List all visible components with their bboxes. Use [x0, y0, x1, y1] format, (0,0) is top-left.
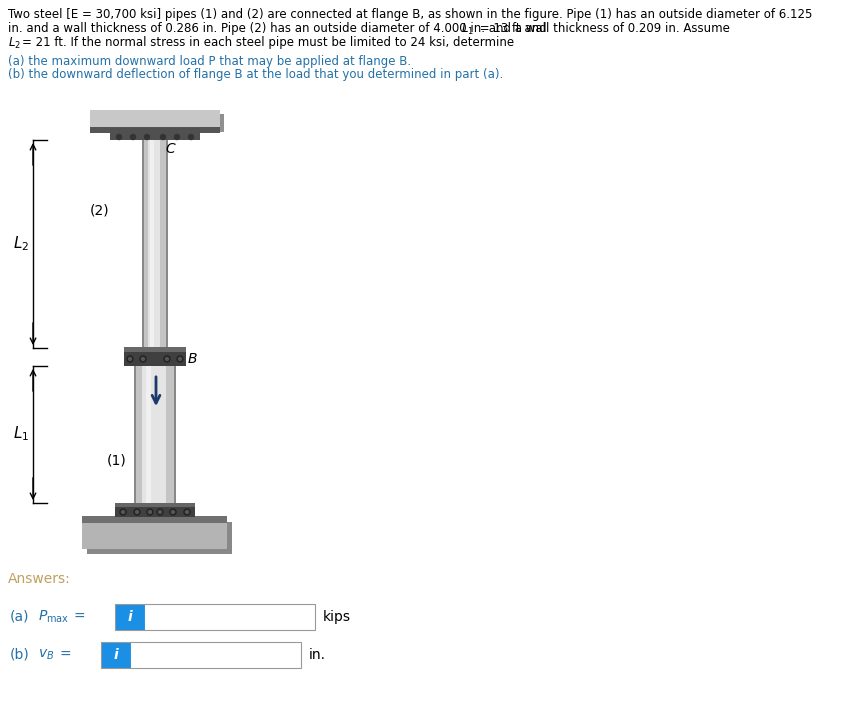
Bar — [115, 503, 195, 507]
Text: in. and a wall thickness of 0.286 in. Pipe (2) has an outside diameter of 4.000 : in. and a wall thickness of 0.286 in. Pi… — [8, 22, 733, 35]
Text: $P_{\mathrm{max}}$: $P_{\mathrm{max}}$ — [38, 609, 69, 625]
Text: = 21 ft. If the normal stress in each steel pipe must be limited to 24 ksi, dete: = 21 ft. If the normal stress in each st… — [22, 36, 514, 49]
Bar — [82, 517, 228, 549]
Circle shape — [121, 510, 124, 513]
Circle shape — [178, 358, 182, 361]
Circle shape — [141, 358, 145, 361]
Circle shape — [157, 509, 163, 515]
Circle shape — [147, 509, 153, 515]
Bar — [101, 642, 131, 668]
Circle shape — [161, 134, 166, 139]
Circle shape — [174, 134, 179, 139]
Circle shape — [164, 356, 170, 362]
Circle shape — [149, 510, 151, 513]
Bar — [90, 127, 220, 133]
Bar — [82, 516, 228, 523]
Bar — [94, 114, 224, 132]
Text: (b) the downward deflection of flange B at the load that you determined in part : (b) the downward deflection of flange B … — [8, 68, 503, 81]
Circle shape — [134, 509, 140, 515]
Bar — [110, 128, 200, 140]
Text: P: P — [160, 411, 168, 425]
Bar — [101, 642, 301, 668]
Text: i: i — [128, 610, 132, 624]
Text: $L_1$: $L_1$ — [461, 22, 474, 37]
Bar — [115, 604, 145, 630]
Text: $L_2$: $L_2$ — [13, 235, 29, 253]
Circle shape — [186, 510, 188, 513]
Bar — [146, 366, 151, 503]
Circle shape — [135, 510, 139, 513]
Text: kips: kips — [323, 610, 351, 624]
Circle shape — [166, 358, 168, 361]
Text: (a) the maximum downward load P that may be applied at flange B.: (a) the maximum downward load P that may… — [8, 55, 411, 68]
Circle shape — [145, 134, 150, 139]
Bar — [124, 348, 186, 366]
Text: A: A — [178, 504, 188, 518]
Circle shape — [140, 356, 146, 362]
Bar — [145, 604, 315, 630]
Text: B: B — [188, 352, 198, 366]
Bar — [90, 110, 220, 128]
Text: Two steel [E = 30,700 ksi] pipes (1) and (2) are connected at flange B, as shown: Two steel [E = 30,700 ksi] pipes (1) and… — [8, 8, 812, 21]
Text: =: = — [60, 648, 71, 662]
Bar — [124, 347, 186, 352]
Circle shape — [120, 509, 126, 515]
Bar — [87, 522, 232, 554]
Text: Answers:: Answers: — [8, 572, 71, 586]
Text: (2): (2) — [89, 203, 109, 217]
Circle shape — [177, 356, 183, 362]
Text: = 13 ft and: = 13 ft and — [476, 22, 547, 35]
Text: $L_1$: $L_1$ — [13, 425, 29, 443]
Text: (b): (b) — [10, 648, 29, 662]
Circle shape — [188, 134, 193, 139]
Text: $L_2$: $L_2$ — [8, 36, 21, 51]
Text: (a): (a) — [10, 610, 29, 624]
Circle shape — [172, 510, 174, 513]
Text: =: = — [74, 610, 86, 624]
Bar — [115, 604, 315, 630]
Circle shape — [127, 356, 133, 362]
Bar — [142, 366, 166, 503]
Circle shape — [170, 509, 176, 515]
Circle shape — [158, 510, 161, 513]
Bar — [131, 642, 301, 668]
Text: (1): (1) — [108, 453, 127, 467]
Text: C: C — [165, 142, 175, 156]
Bar — [134, 366, 176, 503]
Circle shape — [129, 358, 131, 361]
Circle shape — [130, 134, 135, 139]
Bar — [150, 140, 154, 348]
Circle shape — [184, 509, 190, 515]
Bar — [115, 503, 195, 517]
Circle shape — [117, 134, 121, 139]
Text: $v_B$: $v_B$ — [38, 648, 55, 662]
Text: in.: in. — [309, 648, 326, 662]
Bar — [148, 140, 160, 348]
Bar — [136, 366, 174, 503]
Bar — [144, 140, 166, 348]
Text: i: i — [114, 648, 119, 662]
Bar — [142, 140, 168, 348]
